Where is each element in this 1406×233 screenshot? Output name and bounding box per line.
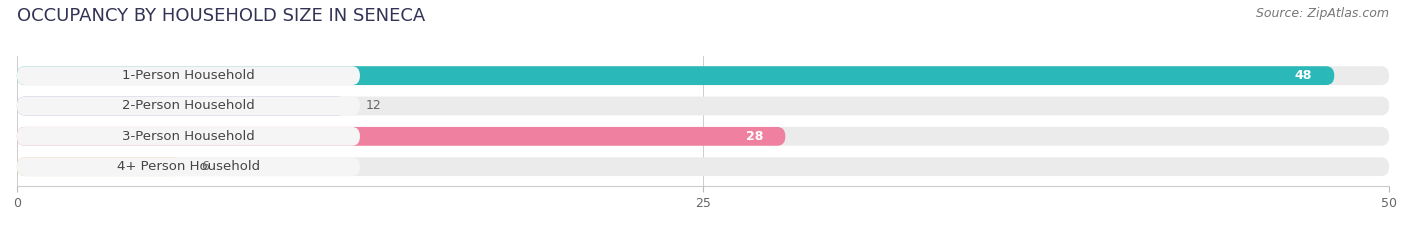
FancyBboxPatch shape — [17, 97, 1389, 115]
Text: 1-Person Household: 1-Person Household — [122, 69, 254, 82]
FancyBboxPatch shape — [17, 66, 360, 85]
Text: 3-Person Household: 3-Person Household — [122, 130, 254, 143]
Text: 2-Person Household: 2-Person Household — [122, 99, 254, 113]
FancyBboxPatch shape — [17, 66, 1334, 85]
FancyBboxPatch shape — [17, 157, 1389, 176]
Text: 6: 6 — [201, 160, 208, 173]
FancyBboxPatch shape — [17, 127, 360, 146]
Text: 48: 48 — [1295, 69, 1312, 82]
Text: Source: ZipAtlas.com: Source: ZipAtlas.com — [1256, 7, 1389, 20]
FancyBboxPatch shape — [17, 66, 1389, 85]
FancyBboxPatch shape — [17, 97, 346, 115]
FancyBboxPatch shape — [17, 157, 360, 176]
FancyBboxPatch shape — [17, 97, 360, 115]
FancyBboxPatch shape — [17, 157, 181, 176]
Text: 4+ Person Household: 4+ Person Household — [117, 160, 260, 173]
Text: 12: 12 — [366, 99, 381, 113]
Text: OCCUPANCY BY HOUSEHOLD SIZE IN SENECA: OCCUPANCY BY HOUSEHOLD SIZE IN SENECA — [17, 7, 425, 25]
FancyBboxPatch shape — [17, 127, 1389, 146]
FancyBboxPatch shape — [17, 127, 786, 146]
Text: 28: 28 — [747, 130, 763, 143]
